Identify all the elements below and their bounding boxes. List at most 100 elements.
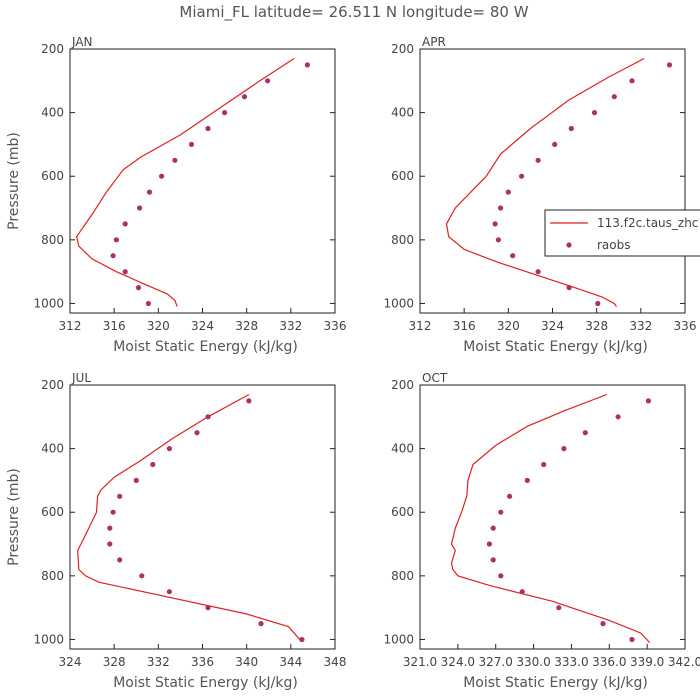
raobs-point <box>246 398 252 404</box>
raobs-point <box>566 285 572 291</box>
raobs-point <box>600 621 606 627</box>
panel-label: APR <box>422 35 446 49</box>
y-tick-label: 400 <box>391 106 414 120</box>
raobs-point <box>582 430 588 436</box>
x-tick-label: 320 <box>147 319 170 333</box>
panel-oct: OCT 321.0 324.0 327.0 330.0 333.0 336.0 339.0 34… <box>383 371 700 691</box>
raobs-point <box>615 414 621 420</box>
raobs-point <box>110 509 116 515</box>
panel-apr: APR 312 316 320 324 328 332 336 200 400 600 800 1000… <box>383 35 696 355</box>
raobs-point <box>241 94 248 100</box>
x-tick-label: 330.0 <box>516 655 550 669</box>
y-tick-label: 600 <box>391 505 414 519</box>
raobs-point <box>519 173 525 179</box>
x-tick-label: 340 <box>235 655 258 669</box>
y-tick-label: 800 <box>41 233 64 247</box>
raobs-point <box>205 125 211 132</box>
y-tick-label: 200 <box>41 42 64 56</box>
panel-label: JAN <box>71 35 93 49</box>
raobs-point <box>495 237 501 243</box>
raobs-point <box>265 78 271 84</box>
y-tick-label: 600 <box>391 169 414 183</box>
x-tick-label: 321.0 <box>403 655 437 669</box>
legend: 113.f2c.taus_zhc raobs <box>544 209 700 257</box>
x-tick-label: 342.0 <box>668 655 700 669</box>
plot-frame <box>419 384 686 650</box>
x-tick-label: 312 <box>59 319 82 333</box>
x-tick-label: 332 <box>279 319 302 333</box>
raobs-point <box>490 525 496 531</box>
raobs-point <box>113 237 119 243</box>
raobs-point <box>299 636 305 643</box>
panel-label: JUL <box>71 371 91 385</box>
plot-frame <box>69 384 336 650</box>
x-tick-label: 332 <box>629 319 652 333</box>
raobs-point <box>611 94 617 100</box>
raobs-point <box>507 493 513 499</box>
model-profile-line <box>77 393 301 640</box>
raobs-point <box>498 573 504 579</box>
plot-frame <box>69 48 336 314</box>
legend-model-label: 113.f2c.taus_zhc <box>597 216 698 230</box>
raobs-point <box>568 125 574 132</box>
raobs-point <box>172 157 178 163</box>
legend-box <box>544 209 700 257</box>
raobs-point <box>591 110 598 116</box>
x-tick-label: 336 <box>674 319 697 333</box>
raobs-point <box>205 605 211 611</box>
raobs-point <box>137 205 143 211</box>
y-tick-label: 400 <box>41 442 64 456</box>
y-tick-label: 200 <box>391 42 414 56</box>
raobs-point <box>541 461 547 468</box>
panel-jan: JAN 312 316 320 324 328 332 336 200 400 600 800 1000… <box>6 35 346 355</box>
x-tick-label: 324 <box>59 655 82 669</box>
raobs-point <box>552 141 558 147</box>
x-axis-label: Moist Static Energy (kJ/kg) <box>463 339 648 355</box>
raobs-point <box>505 189 511 195</box>
y-tick-label: 200 <box>391 378 414 392</box>
raobs-point <box>490 557 496 563</box>
raobs-point <box>561 446 567 452</box>
raobs-point <box>222 110 228 116</box>
raobs-point <box>122 221 128 227</box>
x-tick-label: 336 <box>191 655 214 669</box>
raobs-point <box>194 430 200 436</box>
x-tick-label: 327.0 <box>479 655 513 669</box>
y-tick-label: 1000 <box>33 632 64 646</box>
raobs-point <box>258 621 264 627</box>
raobs-point <box>166 589 172 595</box>
raobs-point <box>117 557 123 563</box>
y-axis-label: Pressure (mb) <box>6 468 22 566</box>
raobs-point <box>135 285 142 291</box>
x-tick-label: 324 <box>191 319 214 333</box>
x-tick-label: 316 <box>103 319 126 333</box>
raobs-point <box>595 300 601 307</box>
raobs-point <box>107 541 113 547</box>
y-tick-label: 400 <box>391 442 414 456</box>
x-tick-label: 324.0 <box>441 655 475 669</box>
model-profile-line <box>445 57 645 307</box>
x-tick-label: 328 <box>103 655 126 669</box>
x-tick-label: 344 <box>279 655 302 669</box>
raobs-point <box>492 221 498 227</box>
raobs-point <box>188 141 195 147</box>
y-tick-label: 200 <box>41 378 64 392</box>
raobs-point <box>133 477 139 483</box>
raobs-point <box>150 461 156 468</box>
raobs-point <box>629 78 635 84</box>
model-profile-line <box>75 57 295 307</box>
raobs-point <box>498 205 504 211</box>
x-tick-label: 348 <box>324 655 347 669</box>
raobs-point <box>519 589 525 595</box>
x-tick-label: 336.0 <box>592 655 626 669</box>
raobs-point <box>645 398 652 404</box>
raobs-point <box>139 573 145 579</box>
y-tick-label: 600 <box>41 505 64 519</box>
raobs-point <box>122 269 128 275</box>
legend-obs-label: raobs <box>597 238 631 252</box>
x-tick-label: 333.0 <box>554 655 588 669</box>
raobs-point <box>159 173 165 179</box>
raobs-point <box>107 525 113 531</box>
raobs-point <box>535 157 541 163</box>
